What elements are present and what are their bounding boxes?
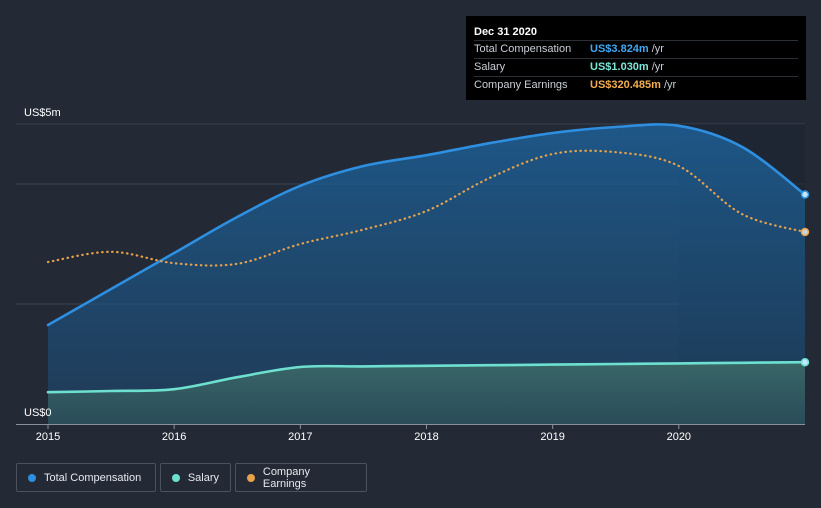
tooltip-unit: /yr xyxy=(663,79,677,91)
tooltip-value: US$320.485m xyxy=(590,79,661,91)
x-tick-label: 2018 xyxy=(414,431,438,443)
tooltip-row-salary: Salary US$1.030m /yr xyxy=(474,58,798,76)
tooltip-label: Company Earnings xyxy=(474,79,568,91)
legend-label: Salary xyxy=(187,471,219,484)
series-end-marker-2 xyxy=(800,227,810,237)
tooltip-row-earnings: Company Earnings US$320.485m /yr xyxy=(474,76,798,94)
tooltip-date: Dec 31 2020 xyxy=(474,26,537,38)
legend-dot-icon xyxy=(28,473,36,482)
tooltip-row-total: Total Compensation US$3.824m /yr xyxy=(474,40,798,58)
series-area-0 xyxy=(48,124,805,425)
x-tick-label: 2019 xyxy=(540,431,564,443)
legend-dot-icon xyxy=(172,473,180,482)
legend-salary[interactable]: Salary xyxy=(160,463,231,492)
chart-tooltip: Dec 31 2020 Total Compensation US$3.824m… xyxy=(466,16,806,100)
tooltip-label: Salary xyxy=(474,61,506,73)
series-line-2 xyxy=(46,149,807,267)
tooltip-unit: /yr xyxy=(651,61,664,73)
tooltip-value: US$1.030m xyxy=(590,61,649,73)
tooltip-label: Total Compensation xyxy=(474,43,572,55)
legend-label: Total Compensation xyxy=(44,471,142,484)
series-end-marker-0 xyxy=(800,190,810,199)
x-tick-label: 2017 xyxy=(288,431,312,443)
x-tick-label: 2015 xyxy=(36,431,60,443)
legend-label: Company Earnings xyxy=(262,465,310,490)
series-end-marker-1 xyxy=(800,357,810,367)
y-tick-label-bottom: US$0 xyxy=(24,407,52,419)
legend-dot-icon xyxy=(247,473,255,482)
legend-total-compensation[interactable]: Total Compensation xyxy=(16,463,156,492)
series-line-0 xyxy=(46,123,807,327)
y-tick-label-top: US$5m xyxy=(24,107,61,119)
x-tick-label: 2020 xyxy=(667,431,691,443)
x-tick-label: 2016 xyxy=(162,431,186,443)
tooltip-value: US$3.824m xyxy=(590,43,649,55)
tooltip-unit: /yr xyxy=(651,43,664,55)
series-lines xyxy=(46,123,807,394)
series-line-1 xyxy=(46,360,807,394)
series-end-markers xyxy=(800,190,810,367)
series-areas xyxy=(48,124,805,425)
x-axis: 2015 2016 2017 2018 2019 2020 xyxy=(36,424,691,443)
legend-company-earnings[interactable]: Company Earnings xyxy=(235,463,367,492)
